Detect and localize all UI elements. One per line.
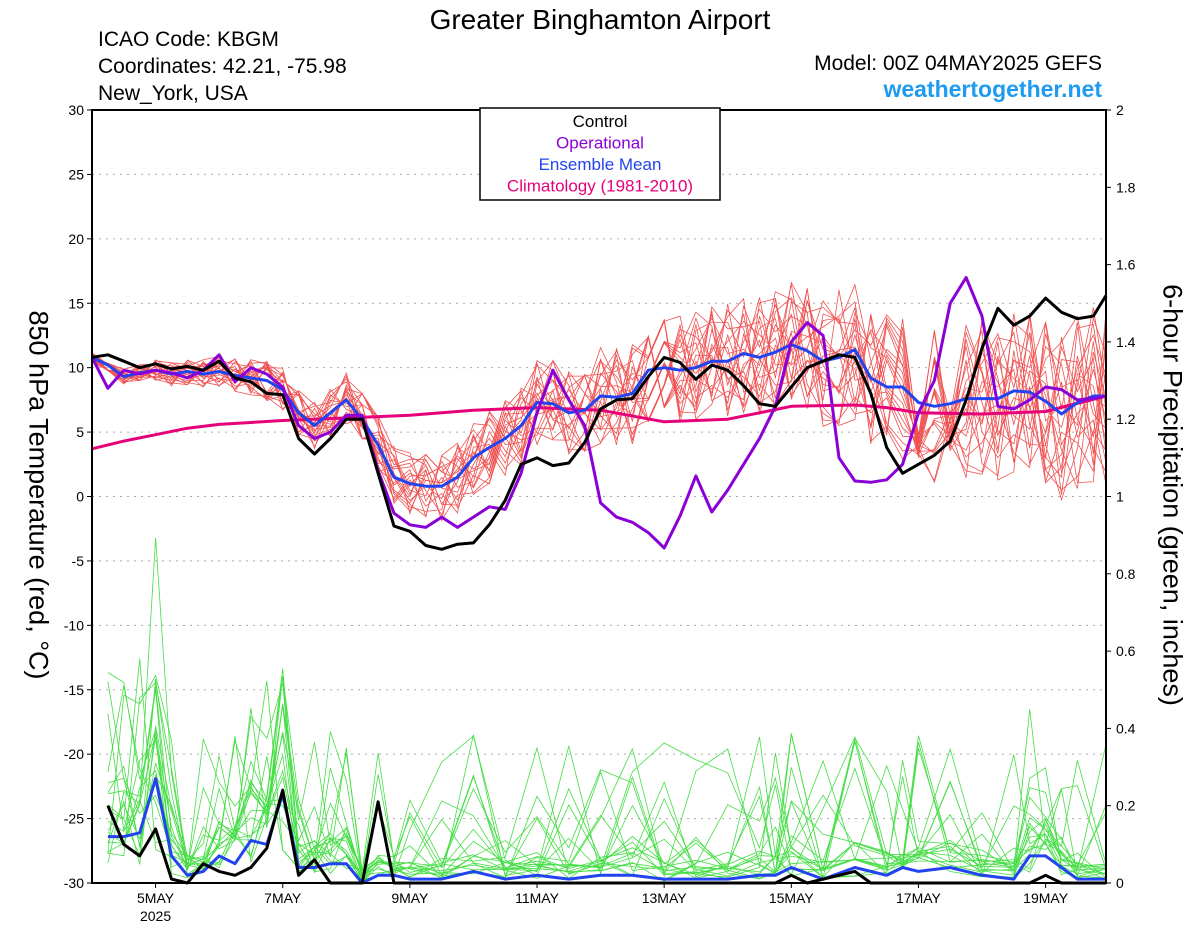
- chart-title: Greater Binghamton Airport: [429, 4, 771, 35]
- x-year-label: 2025: [140, 908, 171, 924]
- series-ensemble-mean: [91, 343, 1106, 488]
- precip-member-line: [107, 755, 1107, 879]
- precip-member-line: [107, 681, 1107, 882]
- legend-entry-control: Control: [573, 112, 628, 131]
- y-right-tick-label: 1.2: [1116, 411, 1136, 427]
- ensemble-members: [91, 281, 1107, 884]
- series-control: [91, 294, 1108, 551]
- precip-member-line: [107, 668, 1107, 878]
- legend: Control Operational Ensemble Mean Climatolo…: [479, 107, 721, 201]
- legend-entry-ensemble-mean: Ensemble Mean: [539, 155, 662, 174]
- y-left-tick-label: -25: [64, 811, 84, 827]
- temp-member-line: [91, 289, 1107, 484]
- icao-code: ICAO Code: KBGM: [98, 28, 279, 51]
- y-right-tick-label: 0.8: [1116, 566, 1136, 582]
- precip-member-line: [107, 689, 1107, 882]
- precip-member-line: [107, 537, 1107, 879]
- y-left-tick-label: -15: [64, 682, 84, 698]
- x-tick-label: 15MAY: [769, 890, 815, 906]
- series-operational: [90, 276, 1107, 550]
- legend-entry-climatology-1981-2010: Climatology (1981-2010): [507, 177, 693, 196]
- y-right-tick-label: 0.4: [1116, 720, 1136, 736]
- y-left-tick-label: 20: [68, 231, 84, 247]
- temp-member-line: [91, 297, 1107, 518]
- x-tick-label: 13MAY: [642, 890, 688, 906]
- model-run: Model: 00Z 04MAY2025 GEFS: [814, 52, 1102, 75]
- y-left-tick-label: 30: [68, 102, 84, 118]
- temp-member-line: [91, 281, 1107, 486]
- y-right-tick-label: 0: [1116, 875, 1124, 891]
- y-left-tick-label: 25: [68, 166, 84, 182]
- y-left-tick-label: -20: [64, 746, 84, 762]
- x-tick-label: 5MAY: [137, 890, 175, 906]
- y-right-tick-label: 1.8: [1116, 179, 1136, 195]
- temp-member-line: [91, 283, 1107, 496]
- y-right-tick-label: 2: [1116, 102, 1124, 118]
- axes: 302520151050-5-10-15-20-25-3021.81.61.41…: [64, 102, 1136, 924]
- x-tick-label: 11MAY: [515, 890, 559, 906]
- series-ensemble-mean: [107, 777, 1106, 885]
- coordinates: Coordinates: 42.21, -75.98: [98, 55, 347, 78]
- y-right-tick-label: 1: [1116, 489, 1124, 505]
- x-tick-label: 9MAY: [391, 890, 429, 906]
- precip-member-line: [107, 674, 1107, 882]
- series-control: [106, 788, 1106, 885]
- y-left-tick-label: 5: [76, 424, 84, 440]
- legend-box: [479, 107, 721, 201]
- y-right-tick-label: 0.2: [1116, 798, 1136, 814]
- precip-member-line: [107, 736, 1107, 880]
- y-right-tick-label: 0.6: [1116, 643, 1136, 659]
- y-left-tick-label: -30: [64, 875, 84, 891]
- y-left-tick-label: 0: [76, 489, 84, 505]
- temp-member-line: [91, 311, 1107, 505]
- precip-member-line: [107, 678, 1107, 879]
- legend-entry-operational: Operational: [556, 134, 644, 153]
- precip-member-line: [107, 726, 1107, 880]
- y-right-tick-label: 1.6: [1116, 257, 1136, 273]
- precip-member-line: [107, 704, 1107, 884]
- x-tick-label: 7MAY: [264, 890, 302, 906]
- website-link[interactable]: weathertogether.net: [883, 76, 1102, 102]
- x-tick-label: 17MAY: [896, 890, 942, 906]
- temp-member-line: [91, 303, 1107, 516]
- y-left-tick-label: 10: [68, 360, 84, 376]
- y-left-tick-label: -10: [64, 617, 84, 633]
- temp-member-line: [91, 288, 1107, 512]
- main-series: [90, 276, 1108, 885]
- precip-member-line: [107, 686, 1107, 879]
- y-left-tick-label: -5: [72, 553, 85, 569]
- y-right-tick-label: 1.4: [1116, 334, 1136, 350]
- y-left-tick-label: 15: [68, 295, 84, 311]
- x-tick-label: 19MAY: [1023, 890, 1069, 906]
- location: New_York, USA: [98, 82, 248, 105]
- temp-member-line: [91, 307, 1107, 493]
